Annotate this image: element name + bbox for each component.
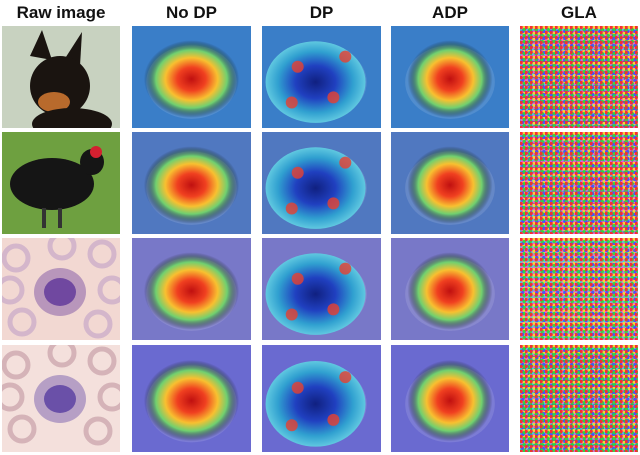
column-header-gla: GLA xyxy=(561,3,597,22)
image-cell-dp-blood-cell xyxy=(262,238,381,340)
image-cell-gla-dog xyxy=(520,26,638,128)
image-cell-no-dp-chicken xyxy=(132,132,251,234)
image-cell-raw-image-blood-cell xyxy=(2,345,120,452)
column-header-no-dp: No DP xyxy=(166,3,217,22)
image-cell-gla-chicken xyxy=(520,132,638,234)
column-header-raw-image: Raw image xyxy=(16,3,106,22)
image-cell-adp-dog xyxy=(391,26,509,128)
image-cell-dp-blood-cell xyxy=(262,345,381,452)
image-cell-raw-image-chicken xyxy=(2,132,120,234)
column-header-adp: ADP xyxy=(432,3,468,22)
image-cell-adp-blood-cell xyxy=(391,238,509,340)
image-cell-gla-blood-cell xyxy=(520,345,638,452)
image-cell-raw-image-blood-cell xyxy=(2,238,120,340)
image-cell-no-dp-blood-cell xyxy=(132,345,251,452)
image-cell-raw-image-dog xyxy=(2,26,120,128)
image-cell-no-dp-blood-cell xyxy=(132,238,251,340)
image-cell-adp-blood-cell xyxy=(391,345,509,452)
image-cell-dp-dog xyxy=(262,26,381,128)
image-cell-adp-chicken xyxy=(391,132,509,234)
image-cell-dp-chicken xyxy=(262,132,381,234)
column-header-dp: DP xyxy=(309,3,334,22)
image-cell-gla-blood-cell xyxy=(520,238,638,340)
image-cell-no-dp-dog xyxy=(132,26,251,128)
